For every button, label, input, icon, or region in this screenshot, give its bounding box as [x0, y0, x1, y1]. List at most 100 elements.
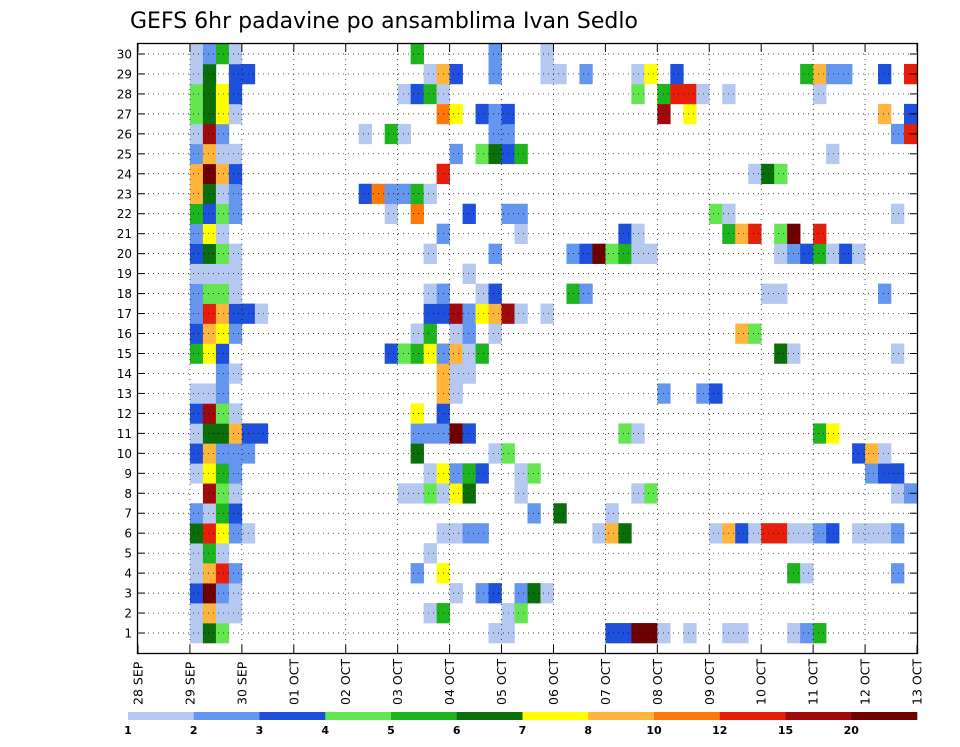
colorbar-swatch: [128, 712, 195, 720]
heatmap-cell: [462, 203, 476, 225]
x-tick-label: 07 OCT: [598, 659, 613, 705]
heatmap-cell: [202, 83, 217, 105]
colorbar-label: 2: [190, 724, 198, 737]
heatmap-cell: [683, 103, 697, 125]
colorbar-swatch: [588, 712, 655, 720]
heatmap-cell: [228, 63, 243, 85]
heatmap-cell: [514, 463, 528, 484]
heatmap-cell: [423, 83, 437, 105]
heatmap-cell: [423, 543, 437, 564]
y-tick-label: 13: [117, 387, 132, 401]
y-tick-label: 1: [124, 627, 132, 641]
heatmap-cell: [696, 83, 710, 105]
heatmap-cell: [514, 143, 528, 165]
heatmap-cell: [696, 383, 710, 404]
heatmap-cell: [514, 583, 528, 604]
heatmap-cell: [878, 523, 892, 544]
heatmap-cell: [449, 343, 463, 364]
heatmap-cell: [592, 243, 606, 264]
heatmap-cell: [813, 423, 827, 444]
colorbar-swatch: [522, 712, 589, 720]
heatmap-cell: [202, 203, 217, 225]
heatmap-cell: [189, 63, 204, 85]
heatmap-cell: [215, 563, 230, 584]
heatmap-cell: [202, 63, 217, 85]
y-axis-ticks: 1234567891011121314151617181920212223242…: [117, 47, 917, 641]
heatmap-cell: [228, 103, 243, 125]
heatmap-cell: [449, 323, 463, 344]
heatmap-cell: [215, 463, 230, 484]
heatmap-cell: [774, 243, 788, 264]
heatmap-cell: [475, 103, 489, 125]
heatmap-cell: [644, 483, 658, 504]
heatmap-cell: [215, 123, 230, 145]
heatmap-cell: [813, 83, 827, 105]
heatmap-cell: [228, 44, 243, 65]
heatmap-cell: [774, 523, 788, 544]
heatmap-cell: [579, 283, 593, 304]
heatmap-cell: [514, 483, 528, 504]
colorbar-label: 10: [646, 724, 662, 737]
heatmap-cell: [189, 83, 204, 105]
heatmap-cell: [748, 163, 762, 185]
heatmap-cell: [878, 103, 892, 125]
y-tick-label: 10: [117, 447, 132, 461]
heatmap-cell: [826, 423, 840, 444]
heatmap-cell: [514, 203, 528, 225]
heatmap-cell: [202, 423, 217, 444]
heatmap-cell: [202, 143, 217, 165]
heatmap-cell: [891, 563, 905, 584]
heatmap-cell: [527, 503, 541, 524]
heatmap-cell: [202, 263, 217, 284]
heatmap-cell: [202, 283, 217, 304]
heatmap-cell: [228, 603, 243, 624]
heatmap-cell: [410, 343, 424, 364]
heatmap-cell: [410, 83, 424, 105]
heatmap-cell: [488, 243, 502, 264]
colorbar-swatch: [325, 712, 392, 720]
heatmap-cell: [384, 123, 398, 145]
heatmap-cell: [215, 183, 230, 205]
heatmap-cell: [709, 523, 723, 544]
heatmap-cell: [605, 523, 619, 544]
heatmap-cell: [449, 523, 463, 544]
colorbar-swatch: [193, 712, 260, 720]
heatmap-cell: [189, 243, 204, 264]
heatmap-cell: [592, 523, 606, 544]
heatmap-cell: [540, 63, 554, 85]
y-tick-label: 26: [117, 127, 132, 141]
heatmap-cell: [813, 623, 827, 644]
heatmap-cell: [813, 243, 827, 264]
heatmap-cell: [228, 243, 243, 264]
x-tick-label: 11 OCT: [806, 659, 821, 705]
heatmap-cell: [761, 523, 775, 544]
heatmap-cell: [462, 363, 476, 384]
heatmap-cell: [228, 563, 243, 584]
heatmap-cell: [228, 403, 243, 424]
x-tick-label: 06 OCT: [546, 659, 561, 705]
heatmap-cell: [202, 223, 217, 244]
heatmap-cell: [462, 303, 476, 324]
x-tick-label: 13 OCT: [910, 659, 925, 705]
heatmap-cell: [202, 603, 217, 624]
heatmap-cell: [878, 283, 892, 304]
heatmap-cell: [189, 44, 204, 65]
heatmap-cell: [228, 483, 243, 504]
heatmap-cell: [540, 303, 554, 324]
y-tick-label: 20: [117, 247, 132, 261]
heatmap-cell: [384, 203, 398, 225]
colorbar-swatch: [391, 712, 458, 720]
heatmap-cell: [709, 383, 723, 404]
heatmap-cell: [189, 123, 204, 145]
heatmap-cell: [397, 83, 411, 105]
colorbar-swatch: [654, 712, 721, 720]
heatmap-cell: [189, 183, 204, 205]
heatmap-cell: [891, 123, 905, 145]
heatmap-cell: [189, 543, 204, 564]
heatmap-cell: [215, 363, 230, 384]
heatmap-cell: [215, 343, 230, 364]
y-tick-label: 12: [117, 407, 132, 421]
y-tick-label: 5: [124, 547, 132, 561]
heatmap-cell: [397, 183, 411, 205]
heatmap-cell: [839, 243, 853, 264]
